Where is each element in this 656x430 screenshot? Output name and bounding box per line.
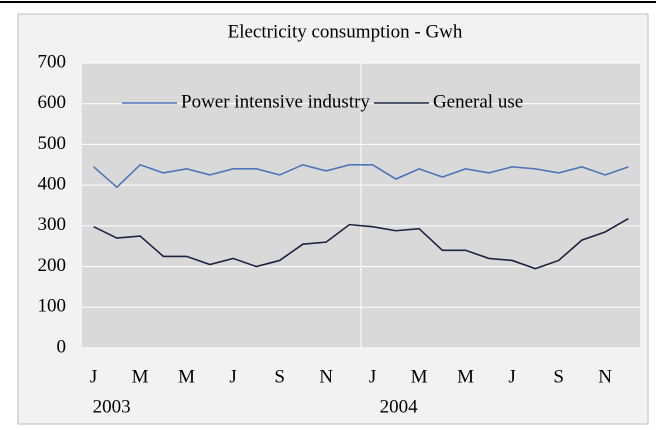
x-tick-label: M xyxy=(178,366,195,387)
x-tick-label: N xyxy=(319,366,333,387)
x-tick-label: J xyxy=(90,366,97,387)
x-tick-label: S xyxy=(274,366,285,387)
y-tick-label: 300 xyxy=(38,214,67,235)
chart-title: Electricity consumption - Gwh xyxy=(228,21,463,42)
legend-label: Power intensive industry xyxy=(181,91,370,112)
y-tick-label: 400 xyxy=(38,174,67,195)
x-group-label: 2003 xyxy=(93,396,131,417)
y-tick-label: 600 xyxy=(38,92,67,113)
y-tick-label: 200 xyxy=(38,255,67,276)
x-tick-label: M xyxy=(457,366,474,387)
x-tick-label: M xyxy=(411,366,428,387)
x-tick-label: J xyxy=(508,366,515,387)
y-tick-label: 700 xyxy=(38,51,67,72)
x-tick-label: J xyxy=(369,366,376,387)
y-tick-label: 500 xyxy=(38,133,67,154)
line-series xyxy=(93,217,629,270)
x-tick-label: S xyxy=(553,366,564,387)
y-tick-label: 100 xyxy=(38,296,67,317)
x-group-label: 2004 xyxy=(380,396,419,417)
x-tick-label: N xyxy=(598,366,612,387)
y-tick-label: 0 xyxy=(57,336,67,357)
legend-label: General use xyxy=(433,91,523,112)
line-series xyxy=(93,163,629,189)
x-tick-label: M xyxy=(132,366,149,387)
x-tick-label: J xyxy=(229,366,236,387)
